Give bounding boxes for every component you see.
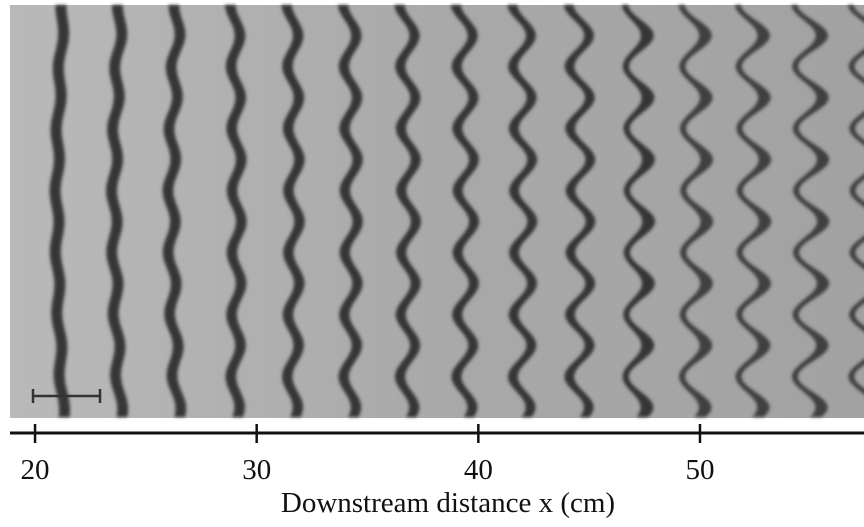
stripe [224,5,247,417]
stripe [734,5,772,417]
x-axis-label: Downstream distance x (cm) [281,487,615,519]
x-tick-label: 40 [464,454,493,486]
scale-bar [31,389,102,403]
x-ticks: 20 30 40 50 [21,424,714,486]
x-tick-label: 30 [242,454,271,486]
wave-stripes [49,5,864,417]
x-tick-label: 50 [685,454,714,486]
stripe [678,5,714,417]
stripe [337,5,363,417]
stripe [162,5,187,417]
stripe [281,5,305,417]
stripe [563,5,596,417]
stripe [49,5,71,417]
stripe [791,5,830,417]
stripe [621,5,656,417]
stripe [847,5,864,395]
x-tick-label: 20 [21,454,50,486]
stripe [394,5,421,417]
stripe [507,5,538,417]
photo-background [10,5,864,418]
stripe [450,5,480,417]
stripe [106,5,129,417]
